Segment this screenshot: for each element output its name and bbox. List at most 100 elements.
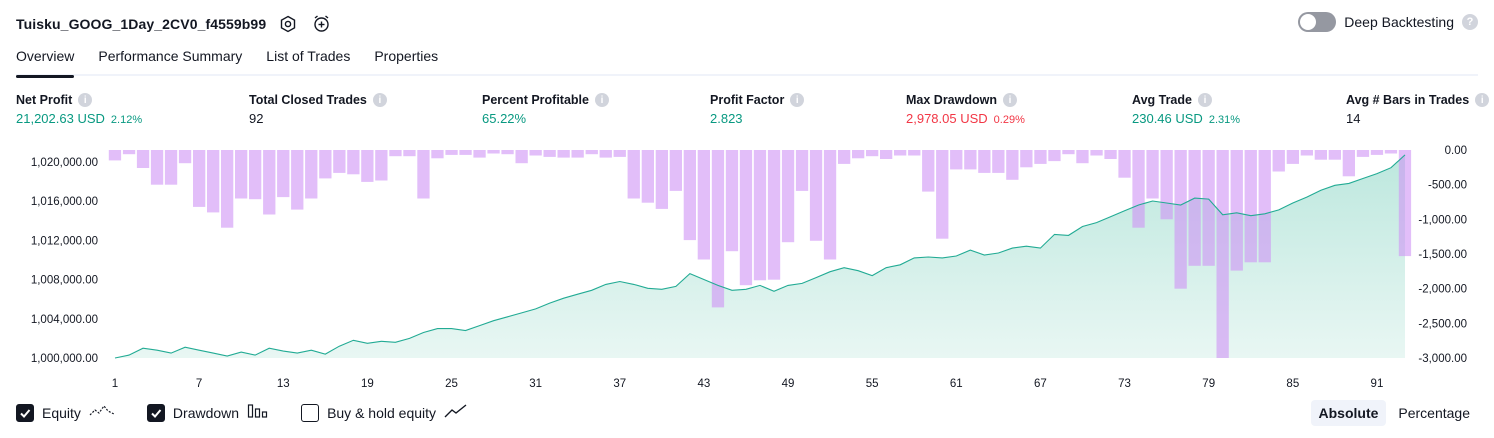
drawdown-bar [473, 150, 486, 158]
info-icon[interactable]: i [1003, 93, 1017, 107]
drawdown-bar [235, 150, 248, 199]
equity-area [115, 154, 1405, 358]
drawdown-bar [1286, 150, 1299, 164]
help-icon[interactable]: ? [1462, 14, 1478, 30]
percentage-button[interactable]: Percentage [1398, 405, 1470, 421]
drawdown-bar [108, 150, 122, 161]
drawdown-bar [992, 150, 1005, 173]
left-axis-tick-label: 1,008,000.00 [31, 275, 98, 287]
x-axis-tick-label: 13 [277, 378, 290, 390]
drawdown-bar [655, 150, 668, 209]
drawdown-bar [866, 150, 879, 157]
legend-equity[interactable]: Equity [16, 403, 115, 422]
metric-percent: 2.31% [1208, 114, 1241, 126]
metric-percent: 0.29% [993, 114, 1025, 126]
drawdown-bar [178, 150, 192, 164]
drawdown-bar [978, 150, 991, 173]
drawdown-bar [739, 150, 753, 286]
drawdown-bar [711, 150, 725, 308]
drawdown-bar [277, 150, 290, 198]
deep-backtesting-toggle[interactable] [1298, 12, 1337, 32]
drawdown-bar [1188, 150, 1201, 266]
equity-line-icon [89, 403, 115, 422]
metric-value: 92 [249, 111, 264, 126]
info-icon[interactable]: i [594, 93, 609, 107]
info-icon[interactable]: i [1475, 93, 1490, 107]
drawdown-bar [221, 150, 234, 228]
x-axis-tick-label: 25 [445, 378, 458, 390]
metric-label: Profit Factor [710, 93, 785, 107]
settings-icon[interactable] [276, 12, 300, 36]
drawdown-bar [1258, 150, 1271, 263]
drawdown-bar [1146, 150, 1159, 199]
metric-value: 65.22% [482, 111, 527, 126]
metric-value: 2.823 [710, 111, 743, 126]
x-axis-tick-label: 55 [866, 378, 879, 390]
drawdown-bar [1006, 150, 1019, 180]
drawdown-bars-icon [247, 403, 269, 422]
x-axis-tick-label: 37 [613, 378, 626, 390]
drawdown-bar [1300, 150, 1313, 156]
strategy-name: Tuisku_GOOG_1Day_2CV0_f4559b99 [16, 16, 267, 32]
add-alert-icon[interactable] [310, 12, 334, 36]
tab-overview[interactable]: Overview [16, 44, 75, 78]
tab-list-of-trades[interactable]: List of Trades [266, 48, 351, 64]
legend-buy-hold[interactable]: Buy & hold equity [301, 403, 468, 422]
x-axis-tick-label: 19 [361, 378, 374, 390]
drawdown-bars-layer [108, 150, 1412, 358]
drawdown-bar [950, 150, 963, 170]
drawdown-bar [557, 150, 570, 158]
metric-avg-bars: Avg # Bars in Trades i 14 [1346, 93, 1490, 126]
right-axis-tick-label: -1,500.00 [1418, 249, 1467, 261]
metric-label: Percent Profitable [482, 93, 589, 107]
left-axis-tick-label: 1,016,000.00 [31, 196, 98, 208]
drawdown-bar [767, 150, 781, 280]
value-mode-switch: Absolute Percentage [1310, 400, 1479, 426]
drawdown-bar [347, 150, 360, 175]
drawdown-bar [795, 150, 809, 191]
info-icon[interactable]: i [1197, 93, 1212, 107]
x-axis-tick-label: 7 [196, 378, 202, 390]
metric-value: 14 [1346, 111, 1361, 126]
drawdown-bar [683, 150, 696, 241]
equity-drawdown-chart[interactable]: 1,000,000.00 1,004,000.00 1,008,000.00 1,01… [0, 140, 1494, 395]
metric-value: 230.46 USD [1132, 111, 1203, 126]
drawdown-bar [431, 150, 444, 159]
info-icon[interactable]: i [78, 93, 93, 107]
drawdown-bar [781, 150, 795, 243]
drawdown-bar [1202, 150, 1215, 266]
info-icon[interactable]: i [372, 93, 387, 107]
info-icon[interactable]: i [790, 93, 805, 107]
drawdown-bar [613, 150, 626, 157]
strategy-header: Tuisku_GOOG_1Day_2CV0_f4559b99 [16, 10, 334, 38]
chart-legend: Equity Drawdown Buy & hold equity [16, 403, 500, 422]
x-axis-tick-label: 61 [950, 378, 963, 390]
metric-net-profit: Net Profit i 21,202.63 USD 2.12% [16, 93, 142, 126]
buy-hold-checkbox[interactable] [301, 403, 320, 422]
drawdown-bar [585, 150, 598, 155]
drawdown-bar [627, 150, 640, 199]
drawdown-bar [880, 150, 893, 159]
drawdown-bar [1104, 150, 1117, 159]
left-axis-tick-label: 1,000,000.00 [31, 353, 98, 365]
legend-drawdown[interactable]: Drawdown [146, 403, 269, 422]
drawdown-bar [1062, 150, 1075, 155]
right-axis-tick-label: -1,000.00 [1418, 214, 1467, 226]
right-axis: 0.00 -500.00 -1,000.00 -1,500.00 -2,000.00 -2… [1418, 145, 1467, 365]
metric-percent: 2.12% [110, 114, 143, 126]
toggle-knob [1300, 14, 1317, 30]
drawdown-bar [1272, 150, 1285, 172]
tab-performance-summary[interactable]: Performance Summary [98, 48, 243, 64]
legend-label: Equity [42, 404, 81, 421]
metric-label: Net Profit [16, 93, 73, 107]
metric-avg-trade: Avg Trade i 230.46 USD 2.31% [1132, 93, 1240, 126]
tab-properties[interactable]: Properties [374, 48, 439, 64]
report-tabs: Overview Performance Summary List of Tra… [16, 44, 1478, 78]
absolute-button[interactable]: Absolute [1310, 400, 1387, 426]
x-axis-tick-label: 1 [112, 378, 118, 390]
drawdown-bar [333, 150, 346, 173]
drawdown-bar [1384, 150, 1398, 154]
drawdown-checkbox[interactable] [146, 403, 165, 422]
equity-checkbox[interactable] [16, 403, 34, 422]
deep-backtesting-control: Deep Backtesting ? [1298, 12, 1478, 32]
